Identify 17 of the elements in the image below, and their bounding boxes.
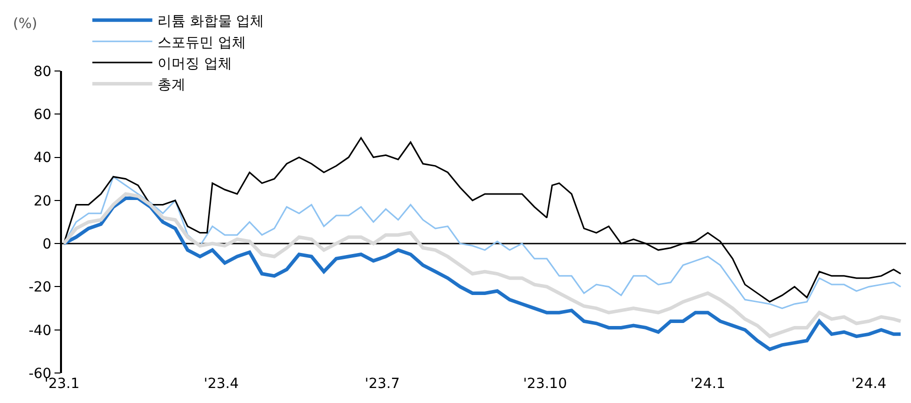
y-tick-label: 40: [34, 150, 52, 166]
legend-label: 스포듀민 업체: [157, 34, 246, 51]
y-tick-label: 80: [34, 64, 52, 80]
x-tick-label: '23.7: [364, 376, 400, 392]
y-tick-label: -20: [28, 280, 52, 296]
legend-label: 이머징 업체: [157, 56, 232, 72]
x-tick-label: '24.4: [851, 376, 886, 392]
x-tick-label: '23.10: [523, 376, 568, 392]
y-tick-label: -40: [28, 322, 52, 339]
y-axis-title: (%): [13, 16, 38, 32]
x-tick-label: '23.4: [204, 376, 239, 392]
x-tick-label: '24.1: [690, 376, 726, 392]
legend-label: 리튬 화합물 업체: [157, 14, 264, 30]
y-tick-label: 60: [34, 107, 52, 124]
legend-label: 총계: [157, 77, 186, 94]
y-tick-label: 0: [42, 236, 52, 252]
y-tick-label: 20: [34, 193, 52, 210]
